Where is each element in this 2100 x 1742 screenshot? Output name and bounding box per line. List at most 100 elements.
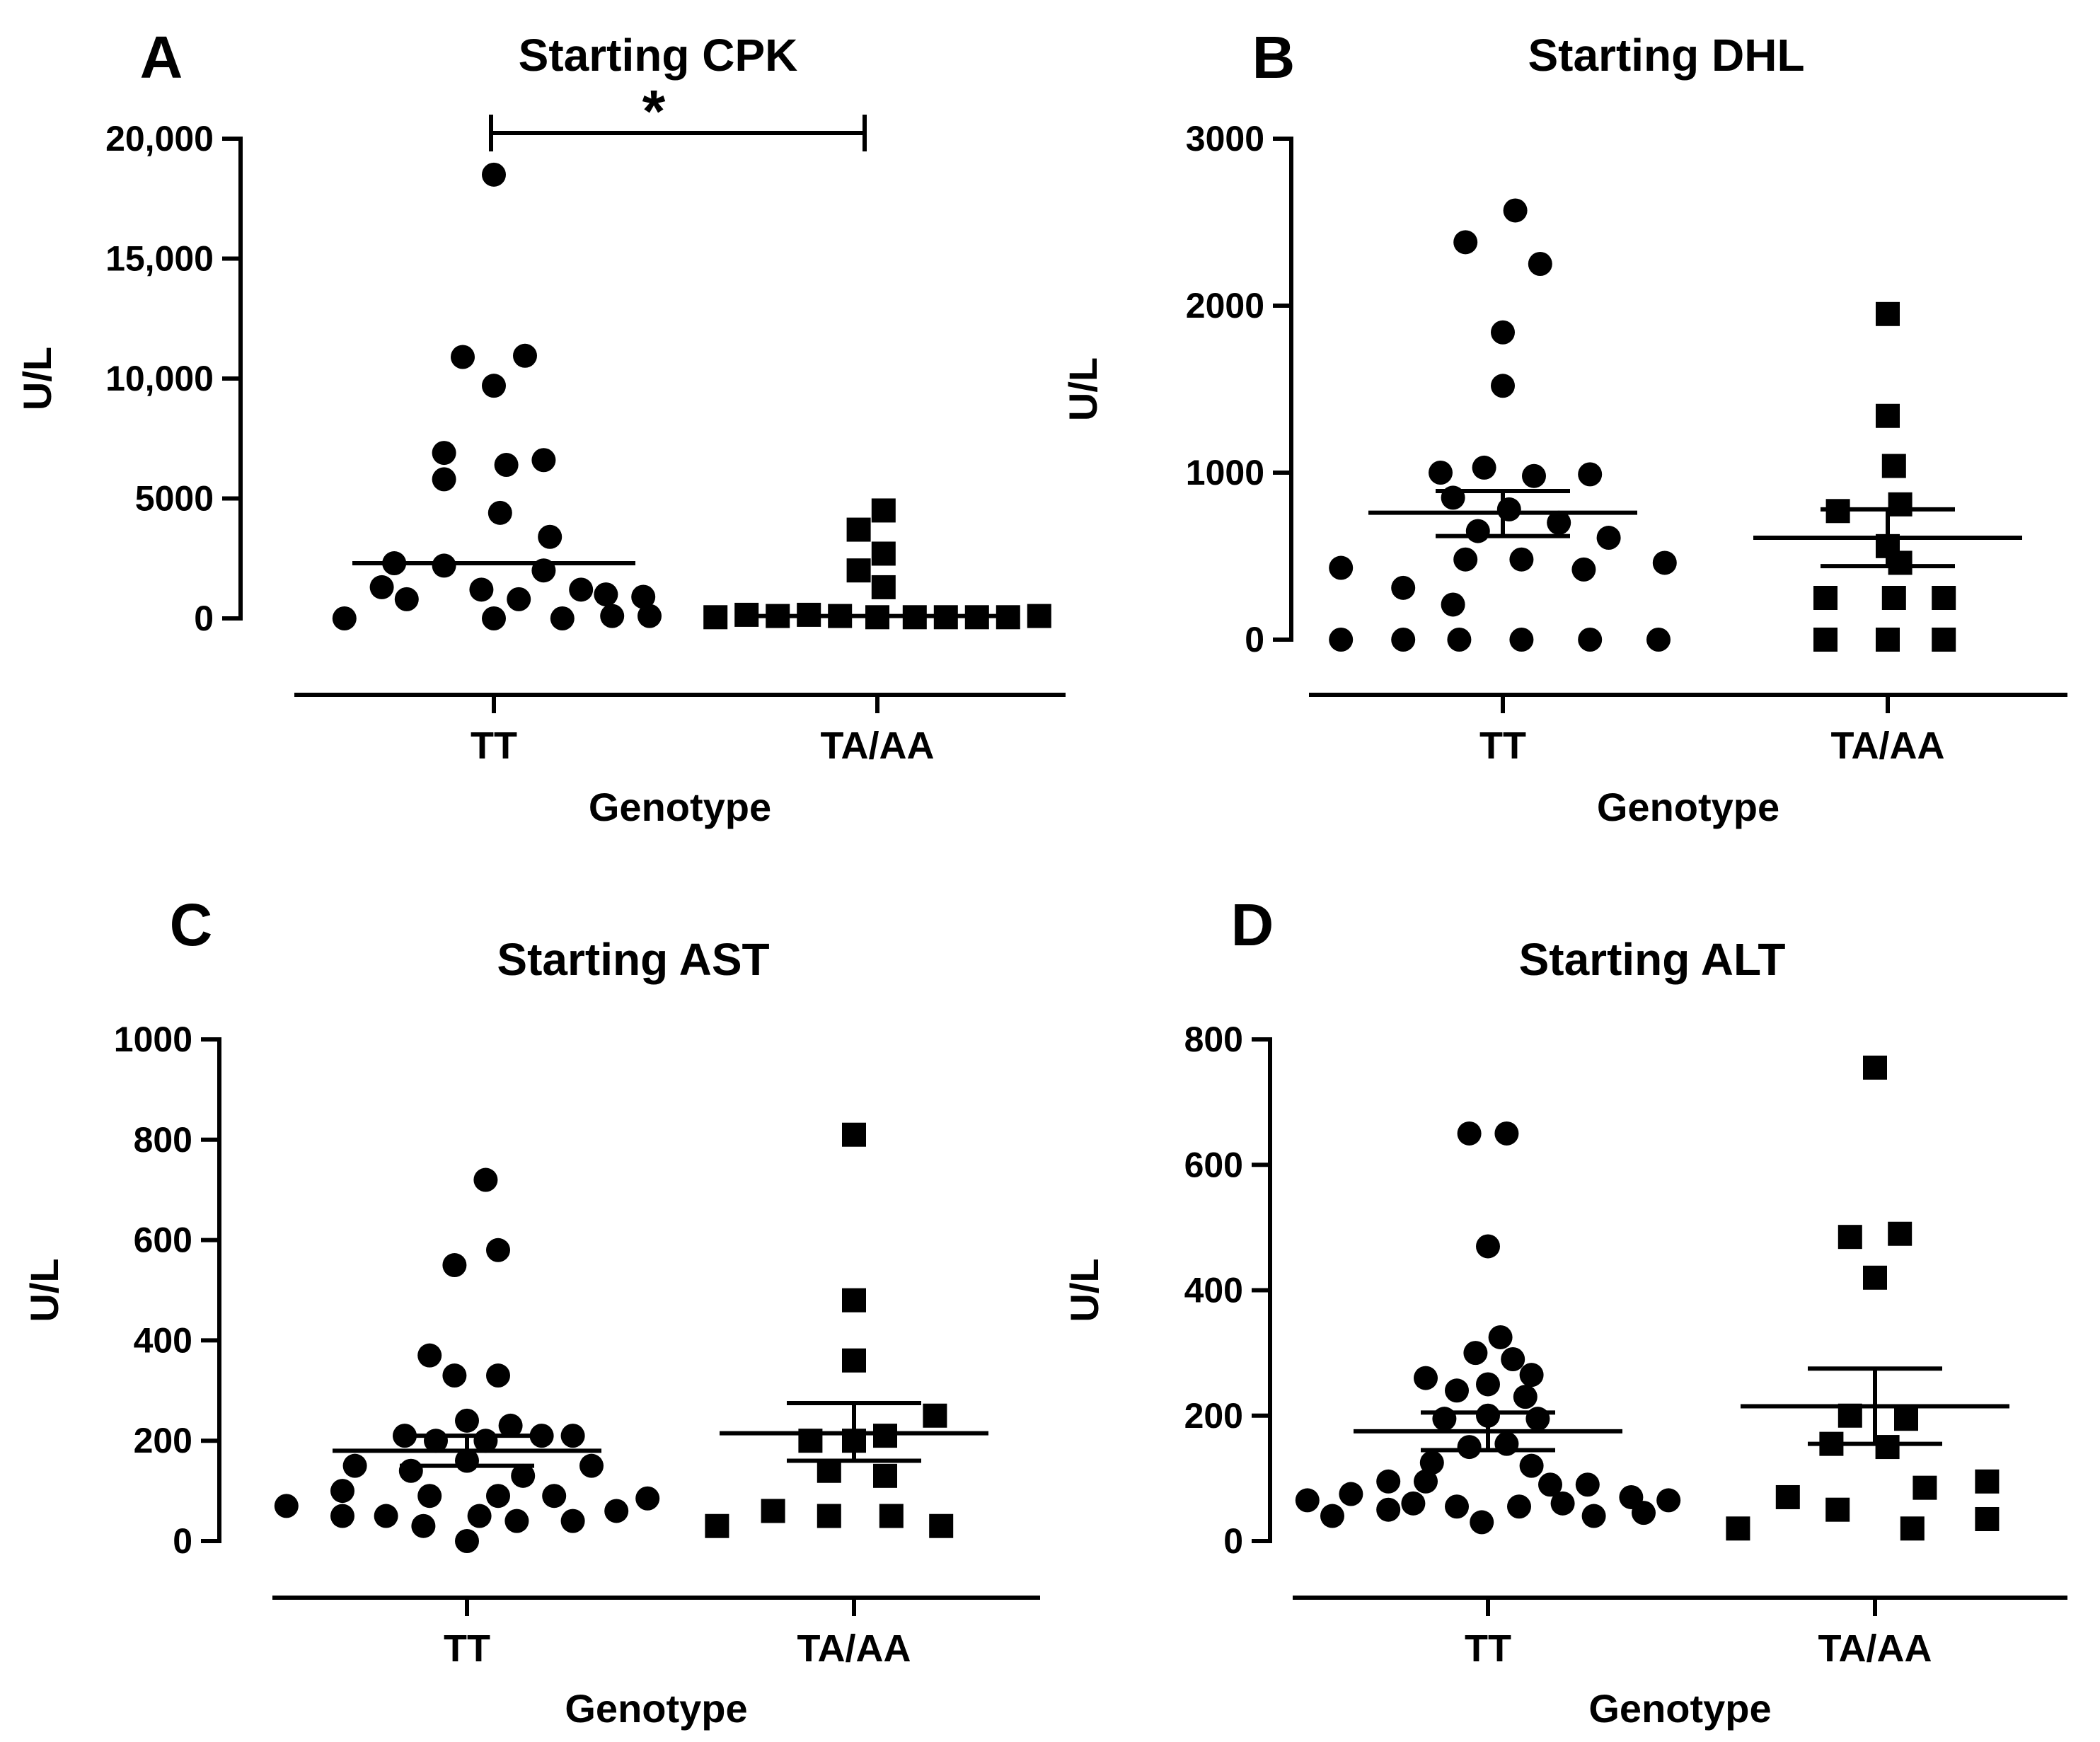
y-axis-label: U/L bbox=[22, 1258, 67, 1322]
data-point bbox=[442, 1363, 467, 1388]
data-point bbox=[482, 162, 506, 187]
data-point bbox=[374, 1504, 398, 1528]
data-point bbox=[1027, 604, 1051, 628]
series-tt bbox=[1329, 198, 1677, 652]
chart-title: Starting CPK bbox=[519, 30, 798, 81]
data-point bbox=[394, 587, 419, 611]
data-point bbox=[1825, 1497, 1850, 1522]
data-point bbox=[274, 1494, 299, 1518]
data-point bbox=[542, 1484, 567, 1509]
data-point bbox=[1632, 1501, 1656, 1525]
data-point bbox=[560, 1509, 585, 1533]
data-point bbox=[873, 1424, 897, 1448]
data-point bbox=[487, 500, 512, 525]
data-point bbox=[1432, 1407, 1457, 1431]
data-point bbox=[879, 1504, 904, 1528]
data-point bbox=[1445, 1378, 1469, 1403]
data-point bbox=[1429, 461, 1453, 485]
data-point bbox=[507, 587, 531, 611]
panel-d: D Starting ALT 0 200 400 600 800 U/L TT TA/AA Geno… bbox=[1062, 892, 2067, 1731]
data-point bbox=[1888, 1221, 1912, 1246]
x-tick-label: TT bbox=[1479, 725, 1526, 767]
data-point bbox=[1453, 547, 1478, 572]
data-point bbox=[1457, 1435, 1482, 1460]
y-tick-label: 600 bbox=[1184, 1145, 1243, 1184]
data-point bbox=[550, 606, 575, 630]
series-tt bbox=[274, 1167, 660, 1553]
data-point bbox=[398, 1458, 423, 1483]
data-point bbox=[1881, 586, 1906, 610]
data-point bbox=[1501, 1346, 1525, 1371]
data-point bbox=[1453, 230, 1478, 255]
data-point bbox=[1875, 1435, 1900, 1460]
chart-title: Starting DHL bbox=[1528, 30, 1804, 81]
data-point bbox=[1538, 1472, 1562, 1497]
data-point bbox=[1656, 1488, 1681, 1513]
data-point bbox=[451, 345, 475, 369]
x-tick-label: TA/AA bbox=[797, 1627, 911, 1670]
y-axis-label: U/L bbox=[1061, 357, 1105, 421]
significance-star: * bbox=[642, 78, 666, 144]
series-ta-aa bbox=[1753, 301, 2022, 652]
data-point bbox=[1876, 301, 1900, 326]
data-point bbox=[417, 1343, 442, 1368]
data-point bbox=[486, 1484, 510, 1509]
data-point bbox=[330, 1479, 354, 1504]
data-point bbox=[342, 1453, 367, 1478]
data-point bbox=[1419, 1450, 1444, 1475]
data-point bbox=[1932, 628, 1956, 652]
data-point bbox=[504, 1509, 529, 1533]
panel-b: B Starting DHL 0 1000 2000 3000 U/L TT TA/AA Geno… bbox=[1061, 24, 2067, 829]
data-point bbox=[332, 606, 357, 630]
y-tick-label: 600 bbox=[134, 1221, 192, 1260]
data-point bbox=[1519, 1453, 1544, 1478]
data-point bbox=[1491, 320, 1515, 345]
data-point bbox=[761, 1499, 785, 1523]
data-point bbox=[1876, 628, 1900, 652]
data-point bbox=[1888, 492, 1912, 517]
data-point bbox=[1581, 1504, 1606, 1528]
data-point bbox=[1894, 1407, 1918, 1431]
data-point bbox=[1888, 550, 1912, 575]
y-tick-label: 1000 bbox=[114, 1020, 192, 1059]
x-axis-label: Genotype bbox=[1588, 1686, 1771, 1731]
data-point bbox=[579, 1453, 604, 1478]
data-point bbox=[1414, 1366, 1438, 1390]
data-point bbox=[1465, 519, 1490, 543]
data-point bbox=[1596, 526, 1621, 550]
x-axis-label: Genotype bbox=[1597, 785, 1779, 829]
data-point bbox=[635, 1486, 660, 1511]
data-point bbox=[1550, 1491, 1575, 1516]
data-point bbox=[1476, 1234, 1500, 1259]
series-tt bbox=[1295, 1121, 1681, 1535]
data-point bbox=[1881, 454, 1906, 478]
data-point bbox=[929, 1513, 954, 1538]
data-point bbox=[442, 1253, 467, 1278]
data-point bbox=[1445, 1494, 1469, 1519]
data-point bbox=[1813, 586, 1837, 610]
y-tick-label: 0 bbox=[1245, 620, 1264, 659]
data-point bbox=[513, 343, 537, 368]
data-point bbox=[846, 517, 871, 542]
y-tick-label: 2000 bbox=[1186, 286, 1264, 325]
y-tick-label: 0 bbox=[1223, 1521, 1243, 1561]
data-point bbox=[1447, 628, 1472, 652]
data-point bbox=[638, 604, 662, 628]
x-tick-label: TA/AA bbox=[821, 725, 935, 767]
data-point bbox=[600, 604, 625, 628]
y-tick-label: 10,000 bbox=[105, 359, 214, 398]
data-point bbox=[1932, 586, 1956, 610]
data-point bbox=[923, 1403, 947, 1428]
x-tick-label: TT bbox=[471, 725, 517, 767]
data-point bbox=[417, 1484, 442, 1509]
data-point bbox=[1476, 1372, 1500, 1397]
data-point bbox=[1652, 550, 1677, 575]
x-tick-label: TA/AA bbox=[1818, 1627, 1932, 1670]
data-point bbox=[1578, 628, 1603, 652]
data-point bbox=[594, 582, 618, 607]
y-tick-label: 200 bbox=[134, 1421, 192, 1460]
x-tick-label: TT bbox=[444, 1627, 490, 1670]
data-point bbox=[1494, 1431, 1519, 1456]
data-point bbox=[1528, 252, 1552, 276]
y-tick-label: 400 bbox=[134, 1320, 192, 1360]
